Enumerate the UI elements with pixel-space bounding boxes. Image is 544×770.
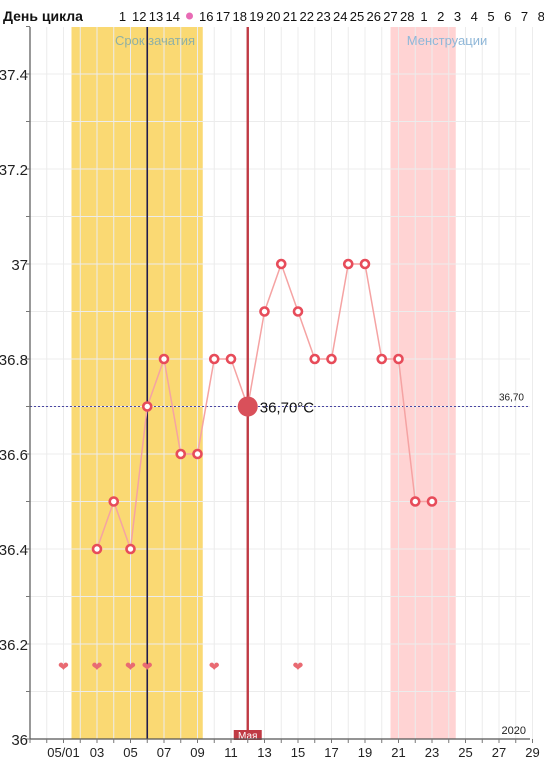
y-tick-label: 37.2	[0, 162, 28, 179]
cycle-day: 25	[350, 9, 364, 24]
y-tick-label: 36.2	[0, 637, 28, 654]
temperature-point	[141, 401, 153, 412]
temperature-point	[91, 543, 103, 555]
x-tick-label: 13	[257, 745, 271, 760]
x-tick-label: 09	[190, 745, 204, 760]
x-tick-label: 19	[358, 745, 372, 760]
heart-icon: ❤	[92, 659, 103, 674]
ovulation-dot	[186, 12, 193, 20]
x-tick-label: 11	[224, 745, 238, 760]
temperature-point	[125, 543, 136, 555]
cycle-day: 21	[283, 9, 297, 24]
temperature-point	[376, 353, 388, 365]
temperature-point	[208, 353, 220, 365]
x-tick-label: 29	[525, 745, 539, 760]
x-tick-label: 23	[425, 745, 439, 760]
temperature-point	[158, 353, 170, 365]
cycle-day: 8	[538, 9, 544, 24]
x-tick-label: 05	[123, 745, 137, 760]
x-tick-label: 17	[324, 745, 338, 760]
chart-labels: Срок зачатия Менструации 2020	[115, 33, 526, 737]
heart-icon: ❤	[293, 659, 304, 674]
cycle-day: 18	[233, 9, 247, 24]
x-tick-label: 05/01	[47, 745, 80, 760]
temperature-point	[192, 448, 203, 460]
cycle-day: 22	[300, 9, 314, 24]
cycle-day: 1	[119, 9, 126, 24]
y-tick-label: 36.6	[0, 447, 28, 464]
x-tick-label: 15	[291, 745, 305, 760]
heart-markers: ❤ ❤ ❤ ❤ ❤ ❤	[58, 659, 304, 674]
y-tick-label: 37	[11, 257, 28, 274]
temperature-point	[259, 306, 270, 317]
heart-icon: ❤	[125, 659, 136, 674]
temperature-point	[342, 258, 354, 270]
month-marker-bg	[233, 730, 262, 740]
reference-line-group: 36,70	[30, 393, 530, 407]
temperature-point	[426, 496, 438, 507]
cycle-day: 12	[132, 9, 146, 24]
temperature-point	[225, 353, 237, 365]
x-tick-label: 21	[391, 745, 405, 760]
menstruation-band	[390, 27, 456, 739]
temperature-point	[175, 448, 187, 460]
cycle-day: 27	[383, 9, 397, 24]
temperature-point	[309, 353, 321, 365]
fertile-window-band	[71, 27, 203, 739]
cursor-lines: Мая	[146, 27, 262, 742]
temperature-point	[108, 496, 120, 507]
cycle-day: 23	[316, 9, 330, 24]
temperature-point	[326, 353, 337, 365]
cycle-day: 6	[504, 9, 511, 24]
cycle-day: 16	[199, 9, 213, 24]
cycle-day: 5	[487, 9, 494, 24]
heart-icon: ❤	[58, 659, 69, 674]
cycle-day: 19	[249, 9, 263, 24]
x-tick-label: 03	[90, 745, 104, 760]
cycle-day-title: День цикла	[3, 8, 83, 24]
temperature-point	[275, 258, 287, 270]
cycle-day-header: День цикла 1 12 13 14 16 17 18 19 20 21 22 23 24 25 26 2…	[3, 8, 544, 24]
y-tick-label: 36	[11, 732, 28, 749]
temperature-series: 36,70°C	[91, 258, 438, 555]
axes: 36 36.2 36.4 36.6 36.8 37 37.2 37.4 05/01 03 05 07 0…	[0, 26, 540, 760]
month-marker: Мая	[238, 731, 257, 742]
temperature-point	[409, 496, 421, 507]
cycle-day: 26	[367, 9, 381, 24]
year-label: 2020	[502, 725, 526, 737]
selected-point-label: 36,70°C	[260, 400, 315, 417]
heart-icon: ❤	[142, 659, 153, 674]
heart-icon: ❤	[209, 659, 220, 674]
x-tick-label: 25	[458, 745, 472, 760]
y-tick-label: 36.4	[0, 542, 28, 559]
selected-point	[237, 396, 258, 417]
temperature-point	[393, 353, 404, 365]
y-tick-label: 36.8	[0, 352, 28, 369]
fertile-window-label: Срок зачатия	[115, 33, 195, 48]
cycle-day: 4	[471, 9, 478, 24]
cycle-day: 28	[400, 9, 414, 24]
y-tick-label: 37.4	[0, 67, 28, 84]
cycle-day: 1	[420, 9, 427, 24]
cycle-day: 14	[166, 9, 180, 24]
cycle-day: 20	[266, 9, 280, 24]
temperature-point	[292, 306, 304, 317]
temperature-point	[359, 258, 371, 270]
x-tick-label: 07	[157, 745, 171, 760]
cycle-day: 7	[521, 9, 528, 24]
cycle-day: 3	[454, 9, 461, 24]
cycle-day: 2	[437, 9, 444, 24]
x-tick-label: 27	[492, 745, 506, 760]
cycle-day: 13	[149, 9, 163, 24]
cycle-day: 17	[216, 9, 230, 24]
reference-line-label: 36,70	[499, 393, 524, 404]
menstruation-label: Менструации	[407, 33, 487, 48]
cycle-day: 24	[333, 9, 347, 24]
